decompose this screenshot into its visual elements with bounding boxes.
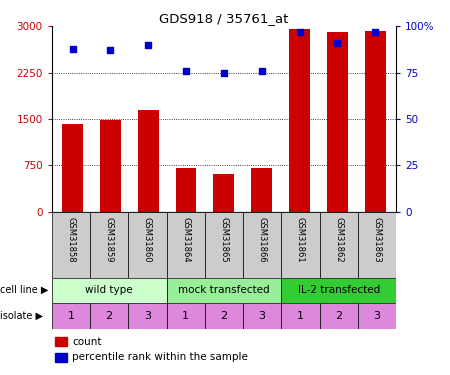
- Text: GSM31862: GSM31862: [334, 217, 343, 263]
- Bar: [281, 278, 396, 303]
- Text: 3: 3: [144, 311, 151, 321]
- Text: IL-2 transfected: IL-2 transfected: [297, 285, 380, 295]
- Text: 3: 3: [374, 311, 380, 321]
- Bar: [358, 303, 396, 328]
- Bar: [55, 337, 67, 346]
- Text: GSM31859: GSM31859: [104, 217, 113, 262]
- Text: 2: 2: [220, 311, 227, 321]
- Text: GSM31861: GSM31861: [296, 217, 305, 263]
- Bar: [128, 212, 166, 278]
- Text: GSM31860: GSM31860: [143, 217, 152, 263]
- Bar: [166, 278, 281, 303]
- Text: GSM31858: GSM31858: [67, 217, 76, 263]
- Text: 1: 1: [182, 311, 189, 321]
- Text: 1: 1: [68, 311, 74, 321]
- Bar: [327, 33, 348, 212]
- Point: [220, 70, 227, 76]
- Text: percentile rank within the sample: percentile rank within the sample: [72, 352, 248, 362]
- Bar: [365, 31, 386, 212]
- Bar: [205, 212, 243, 278]
- Point: [69, 45, 76, 51]
- Bar: [55, 352, 67, 362]
- Text: isolate ▶: isolate ▶: [0, 311, 43, 321]
- Text: wild type: wild type: [86, 285, 133, 295]
- Point: [334, 40, 341, 46]
- Bar: [62, 124, 83, 212]
- Bar: [176, 168, 197, 212]
- Text: 1: 1: [297, 311, 304, 321]
- Bar: [138, 110, 158, 212]
- Bar: [128, 303, 166, 328]
- Bar: [52, 278, 166, 303]
- Text: count: count: [72, 337, 102, 347]
- Point: [296, 29, 303, 35]
- Text: GSM31863: GSM31863: [373, 217, 382, 263]
- Bar: [320, 212, 358, 278]
- Text: GSM31865: GSM31865: [220, 217, 228, 263]
- Bar: [90, 303, 128, 328]
- Bar: [281, 303, 320, 328]
- Bar: [166, 303, 205, 328]
- Bar: [320, 303, 358, 328]
- Text: 3: 3: [259, 311, 266, 321]
- Point: [372, 29, 379, 35]
- Text: GSM31866: GSM31866: [257, 217, 266, 263]
- Bar: [205, 303, 243, 328]
- Text: 2: 2: [335, 311, 342, 321]
- Text: 2: 2: [106, 311, 112, 321]
- Bar: [52, 212, 90, 278]
- Text: GSM31864: GSM31864: [181, 217, 190, 263]
- Bar: [358, 212, 396, 278]
- Bar: [52, 303, 90, 328]
- Point: [107, 47, 114, 53]
- Bar: [289, 29, 310, 212]
- Bar: [251, 168, 272, 212]
- Text: mock transfected: mock transfected: [178, 285, 270, 295]
- Bar: [281, 212, 320, 278]
- Point: [258, 68, 265, 74]
- Bar: [243, 303, 281, 328]
- Bar: [100, 120, 121, 212]
- Text: cell line ▶: cell line ▶: [0, 285, 49, 295]
- Point: [144, 42, 152, 48]
- Title: GDS918 / 35761_at: GDS918 / 35761_at: [159, 12, 288, 25]
- Bar: [90, 212, 128, 278]
- Bar: [166, 212, 205, 278]
- Point: [182, 68, 189, 74]
- Bar: [243, 212, 281, 278]
- Bar: [213, 174, 234, 212]
